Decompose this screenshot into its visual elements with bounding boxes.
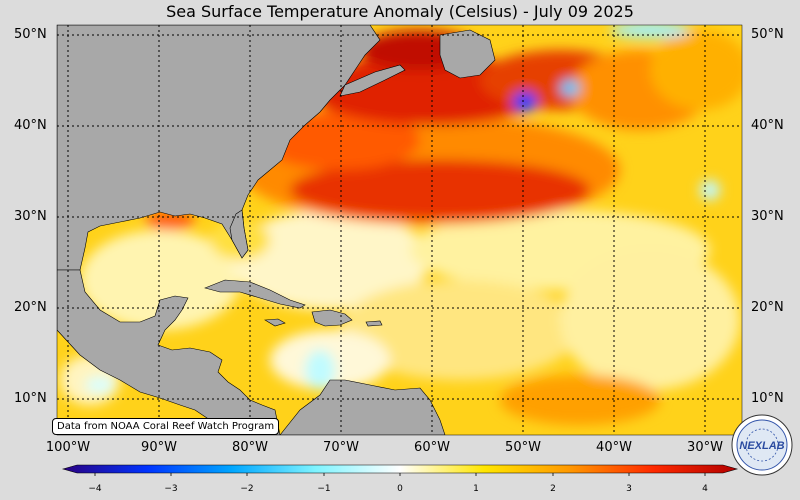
lon-label: 40°W [596,440,632,455]
lat-label-left: 30°N [14,209,47,224]
map-title: Sea Surface Temperature Anomaly (Celsius… [166,2,634,21]
logo-text: NEXLAB [739,440,784,452]
lon-label: 70°W [323,440,359,455]
colorbar-tick-label: 2 [550,484,556,494]
anomaly-field [60,25,742,425]
nexlab-logo: NEXLAB [731,414,793,476]
lon-label: 80°W [232,440,268,455]
lat-label-left: 20°N [14,300,47,315]
lat-label-right: 30°N [751,209,784,224]
lat-label-right: 50°N [751,27,784,42]
lon-label: 90°W [141,440,177,455]
colorbar-tick-label: −3 [164,484,178,494]
lon-label: 60°W [414,440,450,455]
colorbar-tick-label: −1 [317,484,331,494]
colorbar-tick-label: −4 [88,484,102,494]
colorbar-tick-label: −2 [240,484,254,494]
lat-label-right: 20°N [751,300,784,315]
lat-label-left: 10°N [14,391,47,406]
graticule [57,25,742,435]
lon-label: 50°W [505,440,541,455]
colorbar-tick-label: 1 [473,484,479,494]
colorbar-tick-marks [94,473,706,476]
map-field [57,25,742,435]
colorbar-tick-label: 0 [397,484,403,494]
lat-label-right: 10°N [751,391,784,406]
lat-label-left: 50°N [14,27,47,42]
data-credit: Data from NOAA Coral Reef Watch Program [52,418,280,435]
colorbar-tick-label: 3 [626,484,632,494]
lat-label-left: 40°N [14,118,47,133]
colorbar-tick-label: 4 [702,484,708,494]
lat-label-right: 40°N [751,118,784,133]
lon-label: 30°W [687,440,723,455]
land [57,25,496,435]
lon-label: 100°W [45,440,91,455]
colorbar [61,464,739,474]
map-frame [56,24,743,436]
